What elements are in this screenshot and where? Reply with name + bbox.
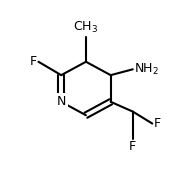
Text: F: F — [30, 55, 37, 68]
Text: F: F — [154, 117, 161, 130]
Text: NH$_2$: NH$_2$ — [134, 62, 159, 77]
Text: N: N — [57, 95, 66, 108]
Text: CH$_3$: CH$_3$ — [73, 20, 99, 35]
Text: F: F — [129, 141, 136, 153]
